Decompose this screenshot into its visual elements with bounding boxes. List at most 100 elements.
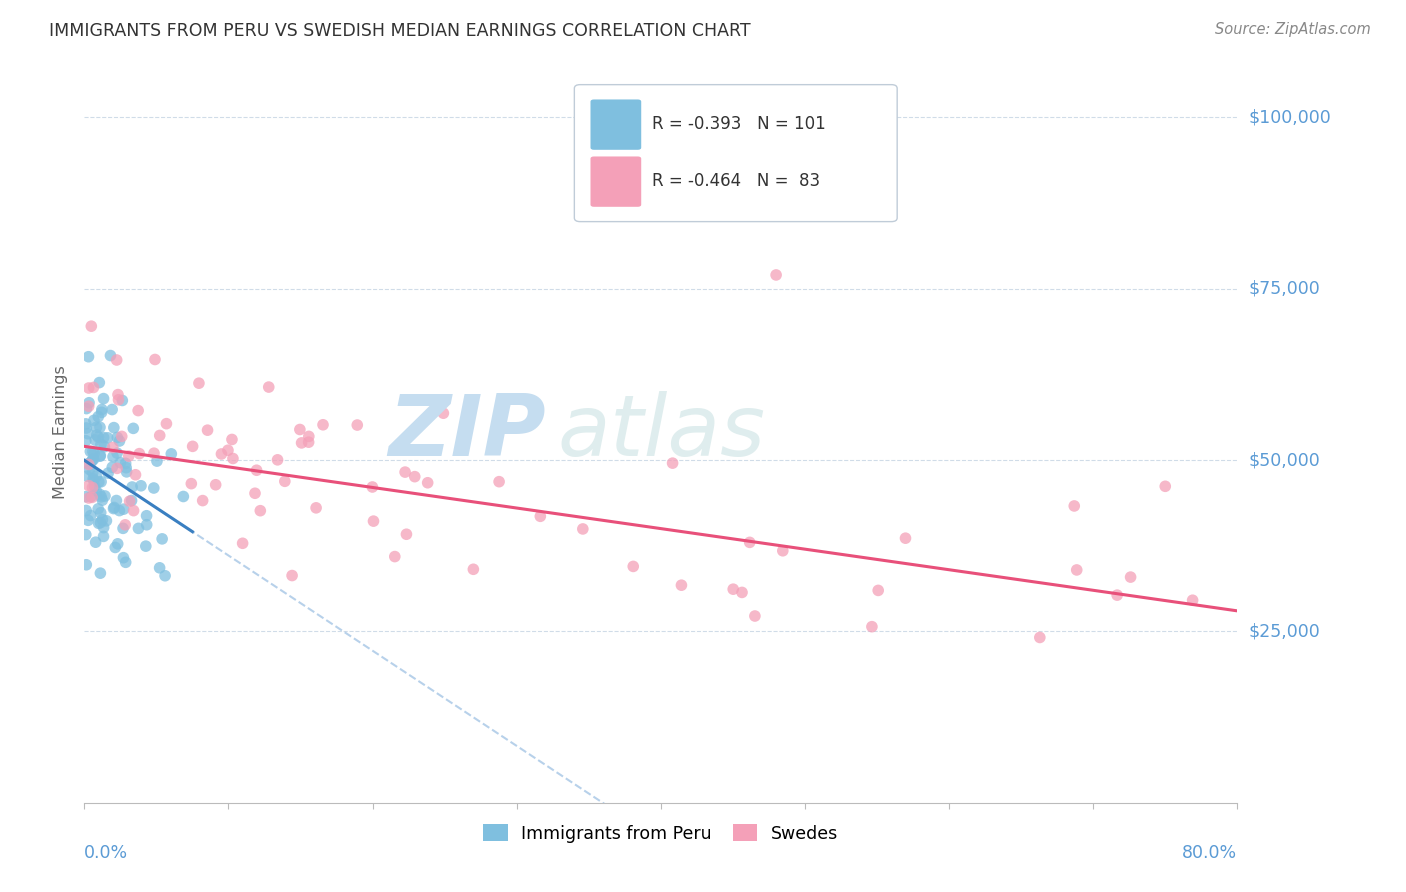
Point (121, 493, 143, 508)
Point (89, 376, 111, 390)
Point (105, 461, 128, 475)
Point (363, 514, 385, 528)
Point (1063, 499, 1085, 513)
Point (155, 417, 177, 431)
Point (103, 501, 125, 516)
Point (82, 453, 104, 467)
Point (112, 521, 135, 535)
Point (181, 439, 204, 453)
FancyBboxPatch shape (575, 85, 897, 221)
Point (172, 490, 194, 504)
Point (75, 421, 97, 435)
Point (108, 434, 131, 448)
Point (221, 433, 243, 447)
Point (77, 491, 100, 505)
Text: $25,000: $25,000 (1249, 623, 1320, 640)
Point (274, 475, 297, 489)
Point (249, 504, 271, 518)
Point (135, 517, 157, 532)
Point (463, 562, 485, 576)
Point (118, 494, 141, 508)
FancyBboxPatch shape (591, 156, 641, 207)
Point (432, 406, 454, 420)
Point (1029, 631, 1052, 645)
Point (529, 509, 551, 524)
Point (860, 620, 883, 634)
Point (80, 455, 103, 469)
Point (298, 435, 321, 450)
Point (346, 418, 368, 433)
Y-axis label: Median Earnings: Median Earnings (53, 366, 69, 500)
Point (395, 527, 418, 541)
Point (107, 392, 129, 407)
Point (1154, 479, 1177, 493)
Point (118, 449, 141, 463)
Point (305, 500, 328, 515)
Point (79, 508, 101, 523)
Point (288, 423, 311, 437)
Point (197, 423, 219, 437)
Point (105, 493, 128, 508)
Point (89, 449, 111, 463)
Point (772, 543, 794, 558)
Point (115, 460, 138, 475)
Point (142, 481, 165, 495)
Point (143, 352, 166, 367)
Point (621, 559, 644, 574)
Text: Source: ZipAtlas.com: Source: ZipAtlas.com (1215, 22, 1371, 37)
Point (77, 350, 100, 364)
Text: atlas: atlas (557, 391, 765, 475)
Point (94, 489, 117, 503)
Point (93, 431, 115, 445)
Text: ZIP: ZIP (388, 391, 546, 475)
Point (1181, 593, 1204, 607)
Point (77, 399, 100, 413)
Point (90, 490, 112, 504)
Point (77, 513, 100, 527)
Point (83, 452, 105, 467)
Point (112, 502, 135, 516)
Point (100, 349, 122, 363)
Point (404, 469, 426, 483)
Text: $100,000: $100,000 (1249, 108, 1331, 127)
Point (191, 493, 214, 508)
Point (83, 479, 105, 493)
Point (83, 446, 105, 460)
Point (75, 417, 97, 431)
Point (105, 446, 128, 460)
Point (868, 583, 890, 598)
Point (93, 392, 115, 406)
Point (93, 520, 115, 534)
Point (180, 476, 202, 491)
Point (93, 440, 115, 454)
Point (160, 447, 183, 461)
Point (416, 475, 439, 490)
Point (394, 465, 416, 479)
Point (204, 477, 226, 491)
Point (87, 475, 110, 489)
Point (96, 514, 118, 528)
Point (87, 501, 110, 516)
Point (894, 531, 917, 545)
Point (143, 446, 166, 460)
Point (731, 585, 754, 599)
Point (105, 353, 128, 368)
Point (744, 609, 766, 624)
Point (104, 541, 127, 555)
Point (89, 420, 111, 434)
Text: $50,000: $50,000 (1249, 451, 1320, 469)
Point (111, 393, 134, 408)
Point (488, 475, 510, 489)
Point (115, 465, 138, 479)
Point (91, 493, 114, 508)
Text: R = -0.393   N = 101: R = -0.393 N = 101 (651, 115, 825, 133)
Point (765, 268, 787, 282)
Point (105, 430, 128, 444)
Point (89, 566, 111, 581)
Point (149, 428, 172, 442)
Point (222, 451, 245, 466)
Point (89, 487, 111, 501)
Point (75, 503, 97, 517)
Point (107, 387, 129, 401)
Point (87, 409, 110, 424)
